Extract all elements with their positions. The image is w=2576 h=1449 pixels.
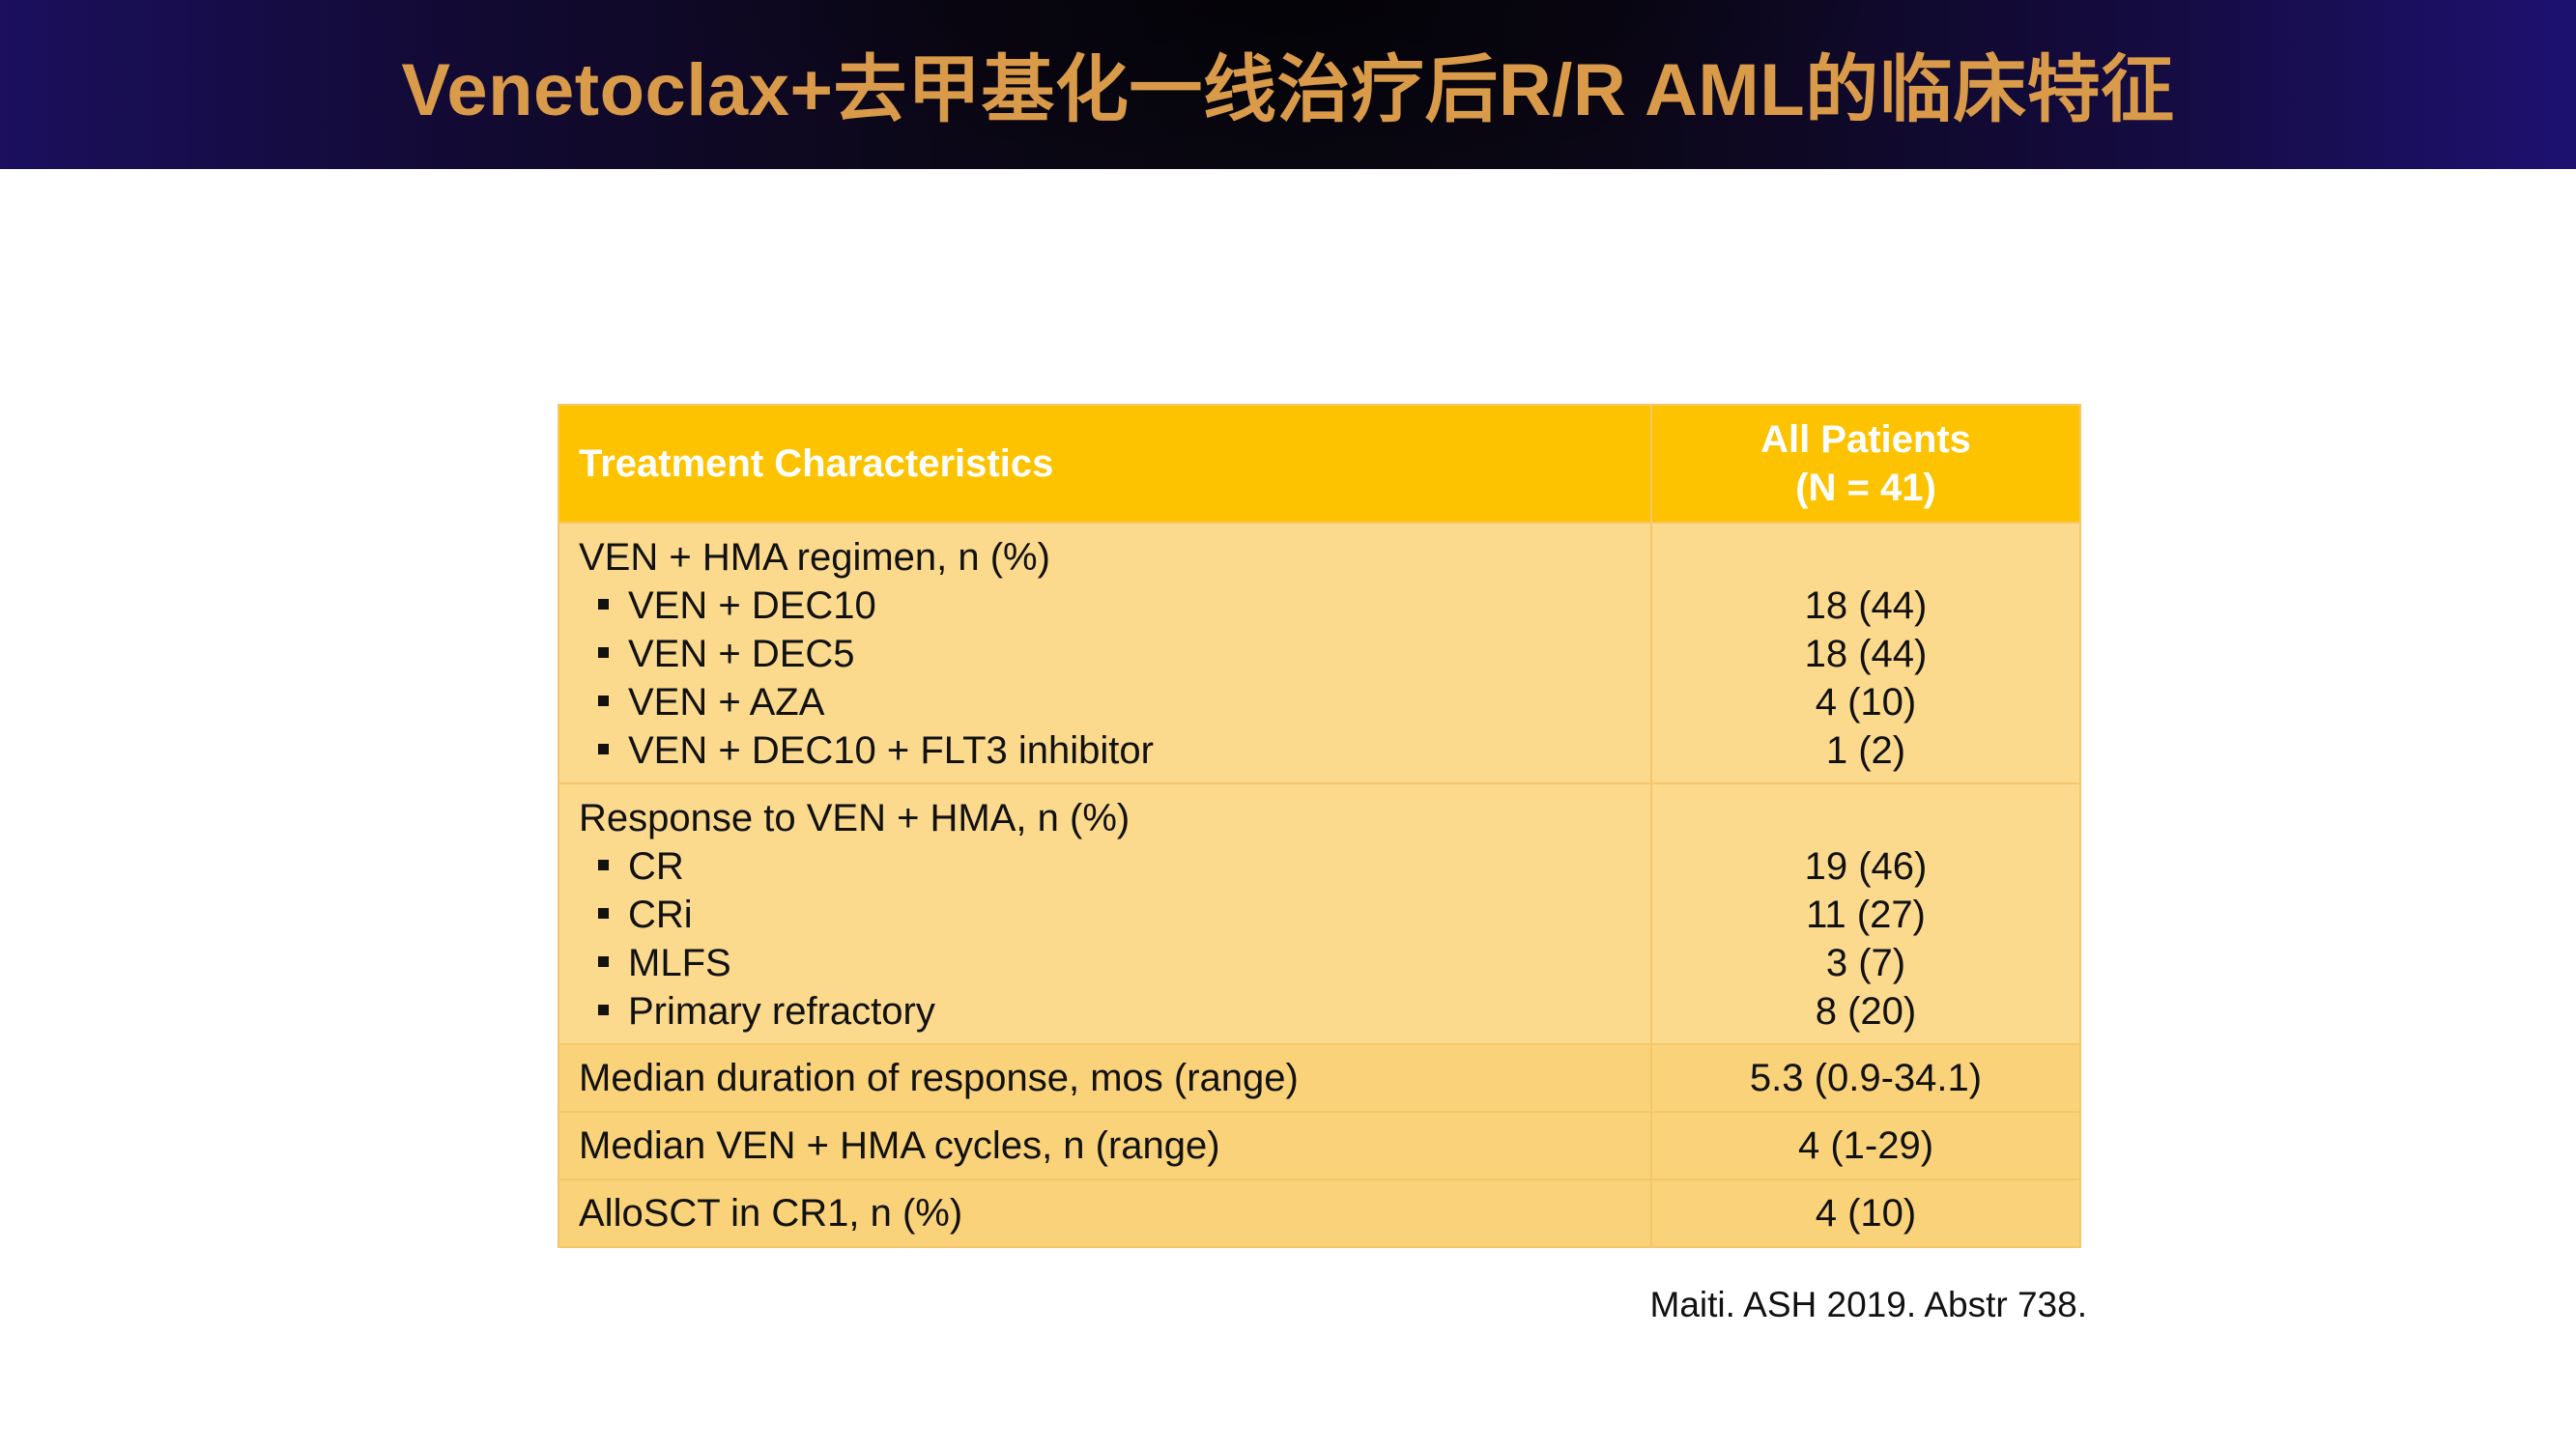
bullet-icon bbox=[598, 598, 609, 610]
response-item-value: 3 (7) bbox=[1825, 942, 1906, 984]
list-item: CRi bbox=[579, 891, 1650, 939]
regimen-values-cell: 18 (44) 18 (44) 4 (10) 1 (2) bbox=[1650, 522, 2081, 784]
table-row-allosct: AlloSCT in CR1, n (%) 4 (10) bbox=[558, 1179, 2081, 1248]
table-row-median-cycles: Median VEN + HMA cycles, n (range) 4 (1-… bbox=[558, 1111, 2081, 1180]
list-item: Primary refractory bbox=[579, 987, 1650, 1036]
regimen-item-label: VEN + DEC10 bbox=[628, 584, 876, 627]
regimen-item-value: 18 (44) bbox=[1804, 584, 1928, 627]
list-item: VEN + DEC10 bbox=[579, 582, 1650, 630]
bullet-icon bbox=[598, 743, 609, 754]
row-value: 4 (1-29) bbox=[1650, 1111, 2081, 1180]
regimen-item-value: 1 (2) bbox=[1825, 729, 1906, 772]
row-label: Median VEN + HMA cycles, n (range) bbox=[558, 1111, 1652, 1180]
bullet-icon bbox=[598, 695, 609, 706]
regimen-labels-cell: VEN + HMA regimen, n (%) VEN + DEC10 VEN… bbox=[558, 522, 1652, 784]
response-item-value: 11 (27) bbox=[1806, 894, 1926, 936]
table-row-regimen: VEN + HMA regimen, n (%) VEN + DEC10 VEN… bbox=[558, 522, 2081, 784]
spacer bbox=[1652, 794, 2079, 842]
header-all-patients: All Patients (N = 41) bbox=[1650, 404, 2081, 524]
response-item-label: CRi bbox=[628, 894, 693, 936]
header-all-patients-label: All Patients bbox=[1760, 418, 1971, 461]
response-group-label: Response to VEN + HMA, n (%) bbox=[579, 797, 1131, 839]
regimen-item-value: 4 (10) bbox=[1815, 681, 1917, 724]
response-item-value: 8 (20) bbox=[1815, 990, 1917, 1033]
citation: Maiti. ASH 2019. Abstr 738. bbox=[1649, 1285, 2087, 1324]
regimen-item-label: VEN + AZA bbox=[628, 681, 825, 724]
table-row-median-duration: Median duration of response, mos (range)… bbox=[558, 1043, 2081, 1113]
list-item: VEN + AZA bbox=[579, 678, 1650, 726]
row-value: 4 (10) bbox=[1650, 1179, 2081, 1248]
list-item: VEN + DEC5 bbox=[579, 630, 1650, 678]
response-item-label: Primary refractory bbox=[628, 990, 935, 1033]
row-value: 5.3 (0.9-34.1) bbox=[1650, 1043, 2081, 1113]
table-header-row: Treatment Characteristics All Patients (… bbox=[558, 404, 2081, 524]
bullet-icon bbox=[598, 1004, 609, 1015]
response-item-label: MLFS bbox=[628, 942, 731, 984]
list-item: CR bbox=[579, 842, 1650, 891]
title-bar: Venetoclax+去甲基化一线治疗后R/R AML的临床特征 bbox=[0, 0, 2576, 169]
bullet-icon bbox=[598, 907, 609, 919]
list-item: MLFS bbox=[579, 939, 1650, 987]
header-patient-count: (N = 41) bbox=[1795, 467, 1936, 509]
regimen-item-label: VEN + DEC5 bbox=[628, 633, 855, 675]
regimen-item-value: 18 (44) bbox=[1804, 633, 1928, 675]
response-item-label: CR bbox=[628, 845, 684, 888]
bullet-icon bbox=[598, 646, 609, 658]
response-item-value: 19 (46) bbox=[1804, 845, 1928, 888]
row-label: AlloSCT in CR1, n (%) bbox=[558, 1179, 1652, 1248]
response-labels-cell: Response to VEN + HMA, n (%) CR CRi MLFS… bbox=[558, 782, 1652, 1045]
list-item: VEN + DEC10 + FLT3 inhibitor bbox=[579, 726, 1650, 775]
response-values-cell: 19 (46) 11 (27) 3 (7) 8 (20) bbox=[1650, 782, 2081, 1045]
slide-title: Venetoclax+去甲基化一线治疗后R/R AML的临床特征 bbox=[401, 48, 2175, 131]
regimen-item-label: VEN + DEC10 + FLT3 inhibitor bbox=[628, 729, 1154, 772]
spacer bbox=[1652, 533, 2079, 582]
row-label: Median duration of response, mos (range) bbox=[558, 1043, 1652, 1113]
treatment-characteristics-table: Treatment Characteristics All Patients (… bbox=[558, 404, 2081, 1248]
bullet-icon bbox=[598, 859, 609, 870]
bullet-icon bbox=[598, 955, 609, 967]
header-treatment-characteristics: Treatment Characteristics bbox=[558, 404, 1652, 524]
table-row-response: Response to VEN + HMA, n (%) CR CRi MLFS… bbox=[558, 782, 2081, 1045]
treatment-table-container: Treatment Characteristics All Patients (… bbox=[558, 404, 2081, 1248]
regimen-group-label: VEN + HMA regimen, n (%) bbox=[579, 536, 1050, 579]
